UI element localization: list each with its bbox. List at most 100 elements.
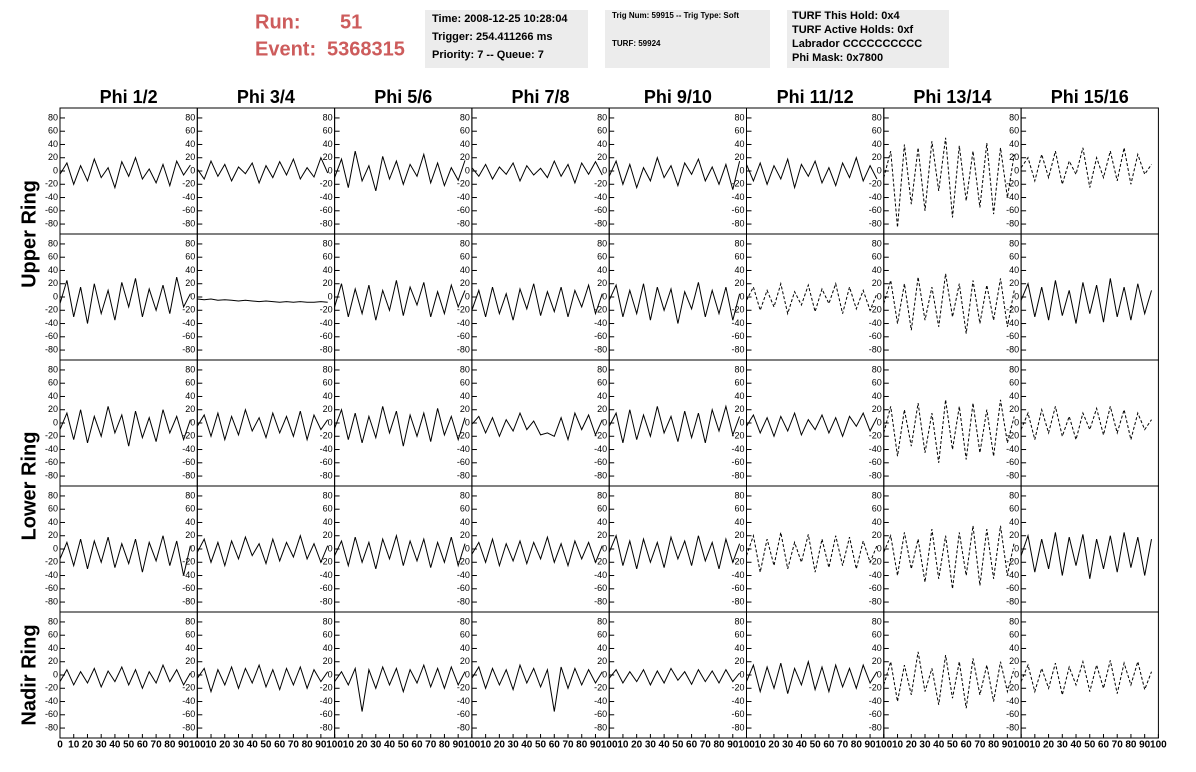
y-tick-label: 60	[734, 252, 744, 262]
y-tick-label: -60	[45, 583, 58, 593]
y-tick-label: -20	[45, 431, 58, 441]
y-tick-label: 40	[597, 391, 607, 401]
waveform	[196, 663, 329, 694]
y-tick-label: 0	[877, 165, 882, 175]
x-tick-label: 40	[933, 740, 945, 751]
y-tick-label: -20	[457, 683, 470, 693]
y-tick-label: -40	[594, 444, 607, 454]
y-tick-label: 40	[460, 643, 470, 653]
y-tick-label: -80	[869, 344, 882, 354]
y-tick-label: -20	[182, 305, 195, 315]
y-tick-label: -40	[731, 696, 744, 706]
waveform	[59, 276, 191, 324]
y-tick-label: -80	[869, 218, 882, 228]
y-tick-label: -60	[457, 205, 470, 215]
x-tick-label: 70	[974, 740, 986, 751]
x-tick-label: 50	[123, 740, 135, 751]
y-tick-label: -20	[731, 305, 744, 315]
y-tick-label: -60	[731, 583, 744, 593]
y-tick-label: 0	[53, 543, 58, 553]
x-tick-label: 20	[219, 740, 231, 751]
y-tick-label: 20	[48, 404, 58, 414]
y-tick-label: 20	[48, 656, 58, 666]
x-tick-label: 10	[617, 740, 629, 751]
y-tick-label: 40	[185, 265, 195, 275]
y-tick-label: 80	[597, 238, 607, 248]
y-tick-label: -60	[731, 331, 744, 341]
x-tick-label: 20	[1043, 740, 1055, 751]
y-tick-label: 0	[53, 291, 58, 301]
y-tick-label: 40	[1009, 643, 1019, 653]
panel-frame	[1020, 485, 1159, 613]
y-tick-label: 40	[185, 517, 195, 527]
y-tick-label: 40	[185, 391, 195, 401]
x-tick-label: 100	[1013, 740, 1030, 751]
y-tick-label: 20	[872, 530, 882, 540]
y-tick-label: -80	[45, 218, 58, 228]
y-tick-label: -80	[869, 470, 882, 480]
column-title: Phi 13/14	[913, 87, 991, 107]
waveform	[196, 156, 329, 185]
y-tick-label: -40	[457, 696, 470, 706]
y-tick-label: 60	[734, 504, 744, 514]
y-tick-label: 40	[872, 391, 882, 401]
waveform	[883, 137, 1015, 228]
waveform	[334, 150, 466, 192]
y-tick-label: -60	[45, 205, 58, 215]
column-title: Phi 11/12	[777, 87, 854, 107]
y-tick-label: -40	[182, 444, 195, 454]
y-tick-label: -40	[594, 696, 607, 706]
panel-frame	[746, 233, 885, 361]
y-tick-label: 20	[1009, 404, 1019, 414]
y-tick-label: 60	[323, 504, 333, 514]
y-tick-label: -80	[182, 470, 195, 480]
panel-frame	[883, 611, 1022, 739]
waveform	[608, 667, 740, 687]
waveform	[608, 534, 741, 570]
waveform	[746, 411, 878, 438]
y-tick-label: 60	[185, 252, 195, 262]
x-tick-label: 60	[411, 740, 423, 751]
panel-frame	[59, 359, 198, 487]
y-tick-label: 40	[48, 643, 58, 653]
y-tick-label: -20	[869, 305, 882, 315]
panel-frame	[746, 359, 885, 487]
x-tick-label: 30	[370, 740, 382, 751]
panel-frame	[196, 107, 336, 235]
waveform	[1020, 532, 1152, 579]
waveform	[59, 663, 191, 690]
y-tick-label: 0	[465, 669, 470, 679]
y-tick-label: -20	[594, 305, 607, 315]
x-tick-label: 10	[68, 740, 80, 751]
y-tick-label: 40	[48, 517, 58, 527]
y-tick-label: 80	[734, 238, 744, 248]
y-tick-label: 20	[734, 530, 744, 540]
y-tick-label: 0	[53, 417, 58, 427]
waveform	[59, 535, 191, 576]
x-tick-label: 90	[1002, 740, 1014, 751]
y-tick-label: 60	[323, 630, 333, 640]
info-text: Priority: 7 -- Queue: 7	[432, 49, 544, 61]
y-tick-label: -20	[731, 557, 744, 567]
y-tick-label: 60	[185, 126, 195, 136]
y-tick-label: 20	[323, 530, 333, 540]
panel-frame	[746, 611, 885, 739]
y-tick-label: 80	[323, 490, 333, 500]
waveform	[883, 273, 1015, 334]
y-tick-label: 0	[190, 291, 195, 301]
x-tick-label: 20	[356, 740, 368, 751]
y-tick-label: 20	[460, 530, 470, 540]
x-tick-label: 30	[782, 740, 794, 751]
x-tick-label: 30	[1057, 740, 1069, 751]
x-tick-label: 10	[205, 740, 217, 751]
y-tick-label: 20	[1009, 656, 1019, 666]
y-tick-label: 40	[734, 517, 744, 527]
y-tick-label: -20	[1006, 557, 1019, 567]
y-tick-label: 0	[602, 669, 607, 679]
x-tick-label: 70	[837, 740, 849, 751]
x-tick-label: 30	[919, 740, 931, 751]
waveform	[334, 663, 466, 712]
y-tick-label: -40	[731, 192, 744, 202]
y-tick-label: 80	[1009, 364, 1019, 374]
y-tick-label: -60	[182, 457, 195, 467]
